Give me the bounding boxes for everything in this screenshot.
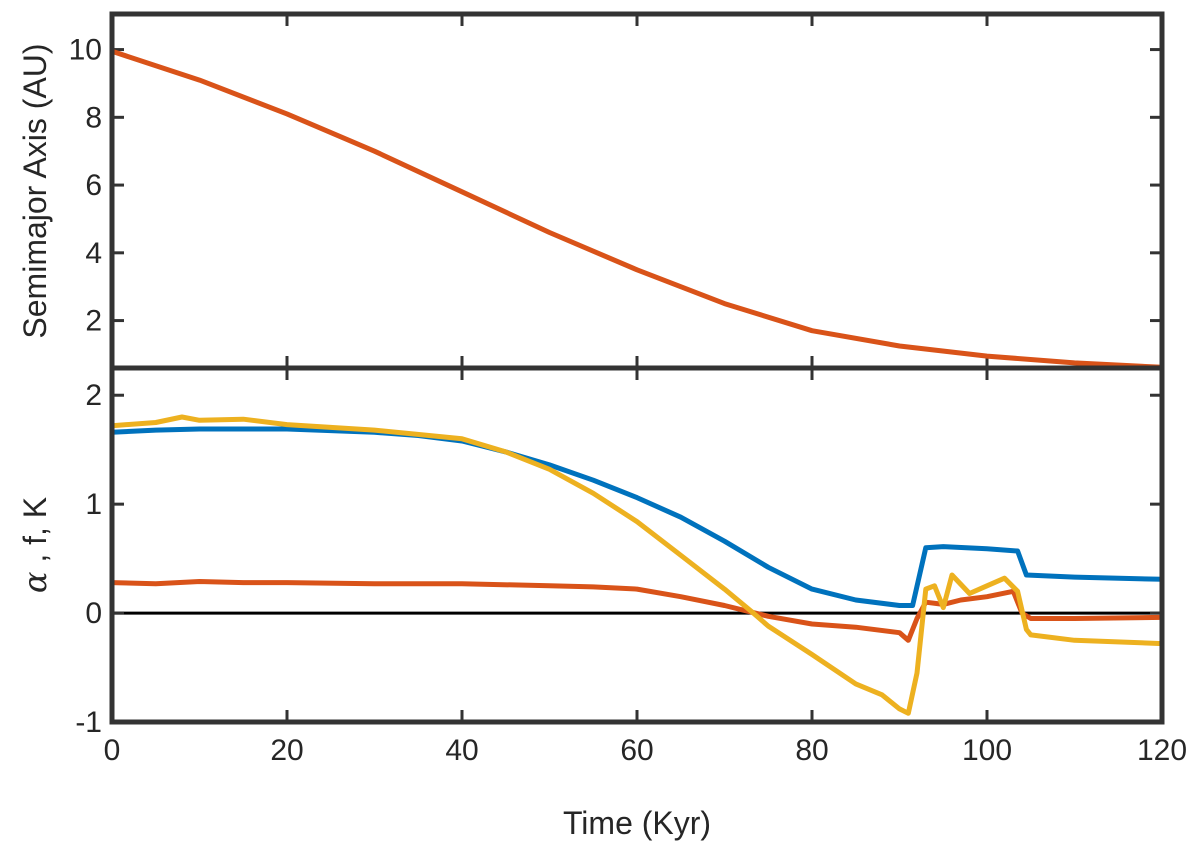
top-plot-frame xyxy=(109,11,1165,371)
alpha-symbol: α xyxy=(16,572,54,594)
top-ticks xyxy=(110,14,1164,368)
y-tick-label: 6 xyxy=(85,169,102,202)
bottom-y-axis-label-rest: , f, K xyxy=(17,497,53,572)
bottom-xtick-labels: 0 20 40 60 80 100 120 xyxy=(104,734,1187,767)
bottom-series-group xyxy=(109,414,1165,716)
x-tick-label: 20 xyxy=(270,734,303,767)
x-tick-label: 120 xyxy=(1137,734,1187,767)
top-ytick-labels: 2 4 6 8 10 xyxy=(69,34,102,338)
y-tick-label: 2 xyxy=(85,305,102,338)
bottom-y-axis-label: α , f, K xyxy=(16,497,54,593)
x-tick-label: 0 xyxy=(104,734,121,767)
top-panel: 2 4 6 8 10 xyxy=(69,11,1165,371)
bottom-ytick-labels: -1 0 1 2 xyxy=(75,379,102,739)
y-tick-label: 8 xyxy=(85,101,102,134)
bottom-series-line-3 xyxy=(109,414,1165,716)
y-tick-label: 10 xyxy=(69,34,102,67)
x-tick-label: 80 xyxy=(795,734,828,767)
x-tick-label: 100 xyxy=(962,734,1012,767)
x-axis-label: Time (Kyr) xyxy=(563,805,711,841)
y-tick-label: 4 xyxy=(85,237,102,270)
bottom-plot-frame xyxy=(109,365,1165,725)
x-tick-label: 40 xyxy=(445,734,478,767)
top-y-axis-label: Semimajor Axis (AU) xyxy=(17,43,53,338)
top-series-line-1 xyxy=(109,48,1165,370)
y-tick-label: 1 xyxy=(85,488,102,521)
y-tick-label: -1 xyxy=(75,706,102,739)
bottom-series-line-2 xyxy=(109,579,1165,643)
y-tick-label: 2 xyxy=(85,379,102,412)
top-series-group xyxy=(109,48,1165,370)
y-tick-label: 0 xyxy=(85,597,102,630)
x-tick-label: 60 xyxy=(620,734,653,767)
